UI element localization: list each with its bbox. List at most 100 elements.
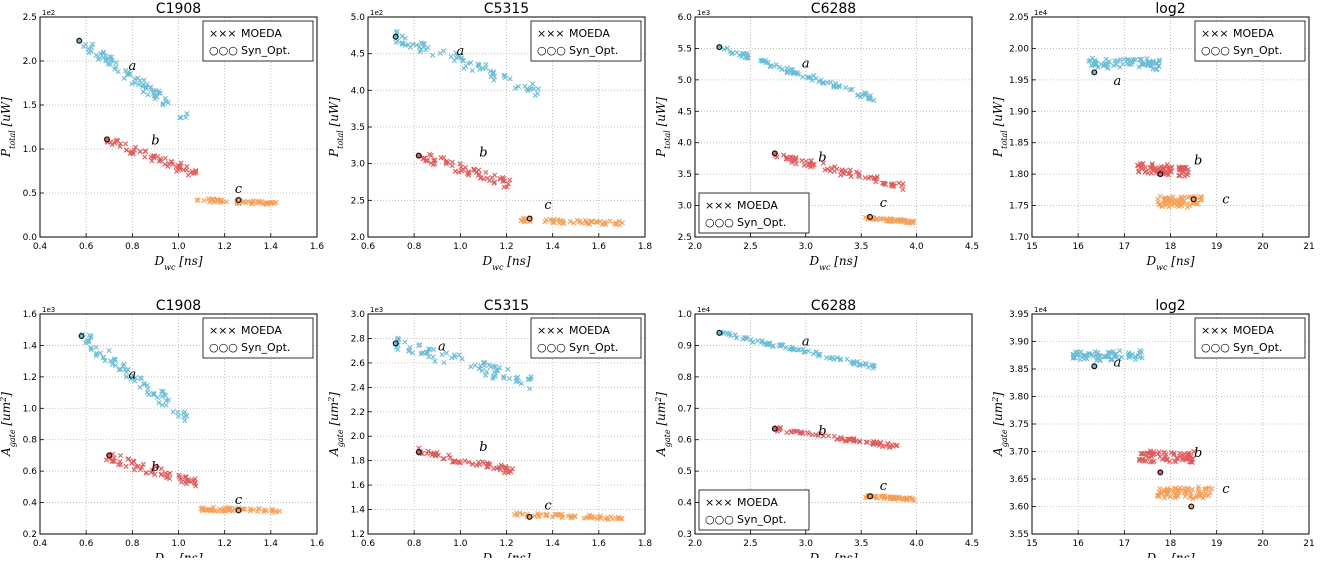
x-tick-label: 15 <box>1026 539 1037 549</box>
moeda-point-c <box>1182 194 1188 200</box>
moeda-point-b <box>166 475 173 482</box>
moeda-point-a <box>530 81 536 87</box>
x-tick-label: 15 <box>1026 242 1037 252</box>
moeda-point-a <box>1119 354 1125 360</box>
moeda-point-c <box>543 217 550 223</box>
moeda-point-a <box>837 356 844 362</box>
moeda-point-c <box>1168 487 1174 493</box>
legend-marker-x: ××× <box>537 324 565 337</box>
moeda-point-b <box>117 141 124 147</box>
moeda-point-b <box>842 438 848 444</box>
legend: ××× MOEDA○○○ Syn_Opt. <box>530 317 642 359</box>
moeda-point-b <box>188 479 194 485</box>
legend-marker-x: ××× <box>1201 27 1229 40</box>
moeda-point-c <box>1172 486 1178 493</box>
moeda-point-a <box>804 74 811 80</box>
moeda-point-b <box>504 184 510 190</box>
moeda-point-c <box>873 217 879 223</box>
cluster-label-a: a <box>438 340 446 355</box>
moeda-point-a <box>159 402 166 408</box>
cluster-label-b: b <box>1194 446 1202 461</box>
data-points <box>78 331 283 515</box>
y-tick-label: 5.0 <box>678 76 693 86</box>
moeda-point-a <box>182 418 188 424</box>
moeda-point-c <box>256 198 262 204</box>
moeda-point-a <box>505 366 511 372</box>
moeda-point-b <box>885 441 891 447</box>
synopt-point-a <box>716 44 723 51</box>
y-tick-label: 1.4 <box>351 506 366 516</box>
moeda-point-a <box>400 41 406 47</box>
moeda-point-b <box>152 471 158 478</box>
moeda-point-a <box>135 75 141 81</box>
moeda-point-a <box>784 65 790 71</box>
moeda-point-c <box>240 506 246 512</box>
y-tick-label: 1.0 <box>678 310 693 320</box>
moeda-point-a <box>1071 355 1077 361</box>
moeda-point-b <box>432 157 438 163</box>
moeda-point-b <box>452 168 458 174</box>
moeda-point-b <box>864 439 870 445</box>
moeda-point-b <box>152 464 158 470</box>
y-tick-label: 1.95 <box>1009 76 1029 86</box>
moeda-point-c <box>1199 490 1205 496</box>
moeda-point-a <box>183 114 189 120</box>
moeda-point-c <box>572 513 578 519</box>
moeda-point-a <box>744 55 751 62</box>
legend-marker-o: ○○○ <box>1201 44 1230 57</box>
data-points <box>392 28 625 228</box>
moeda-point-c <box>1207 489 1213 495</box>
moeda-point-b <box>881 180 887 186</box>
moeda-point-c <box>1170 194 1176 200</box>
moeda-point-a <box>532 92 538 99</box>
y-tick-label: 3.5 <box>351 123 365 133</box>
moeda-point-c <box>553 511 559 517</box>
moeda-point-c <box>1166 196 1172 203</box>
cluster-label-a: a <box>1114 355 1122 370</box>
y-axis-label: Ptotal [uW] <box>0 97 17 158</box>
moeda-point-a <box>1077 353 1083 359</box>
moeda-point-a <box>724 330 730 336</box>
moeda-point-b <box>103 457 109 463</box>
data-points <box>1086 55 1205 210</box>
moeda-point-b <box>1186 450 1192 456</box>
moeda-point-b <box>1183 456 1189 462</box>
moeda-point-b <box>428 152 434 159</box>
moeda-point-a <box>743 336 750 342</box>
x-tick-label: 2.5 <box>743 539 757 549</box>
moeda-point-c <box>1202 486 1208 492</box>
moeda-point-b <box>1177 450 1183 456</box>
moeda-point-a <box>728 51 734 57</box>
moeda-point-b <box>447 455 453 461</box>
moeda-point-c <box>195 197 201 203</box>
moeda-point-b <box>799 430 805 436</box>
moeda-point-b <box>491 179 498 185</box>
moeda-point-c <box>221 506 227 512</box>
moeda-point-c <box>218 507 224 514</box>
moeda-point-c <box>223 199 230 205</box>
moeda-point-b <box>1163 457 1169 463</box>
plot-frame <box>1031 313 1310 535</box>
x-tick-label: 20 <box>1257 242 1269 252</box>
moeda-point-a <box>156 400 162 406</box>
legend-marker-x: ××× <box>209 324 237 337</box>
y-tick-label: 0.5 <box>23 189 37 199</box>
moeda-point-a <box>487 68 493 74</box>
cluster-label-a: a <box>802 334 810 349</box>
moeda-point-c <box>871 493 877 499</box>
moeda-point-a <box>516 379 522 385</box>
legend: ××× MOEDA○○○ Syn_Opt. <box>698 489 810 531</box>
legend-box <box>698 192 810 234</box>
moeda-point-a <box>1104 65 1111 71</box>
moeda-point-a <box>527 386 533 392</box>
moeda-point-b <box>124 147 130 153</box>
moeda-point-b <box>888 181 895 187</box>
moeda-point-c <box>585 514 591 520</box>
y-tick-label: 1.75 <box>1009 202 1029 212</box>
moeda-point-b <box>137 149 143 155</box>
moeda-point-b <box>466 459 472 465</box>
moeda-point-b <box>452 459 458 465</box>
data-points <box>716 329 917 503</box>
moeda-point-a <box>526 376 532 382</box>
moeda-point-a <box>424 349 430 355</box>
